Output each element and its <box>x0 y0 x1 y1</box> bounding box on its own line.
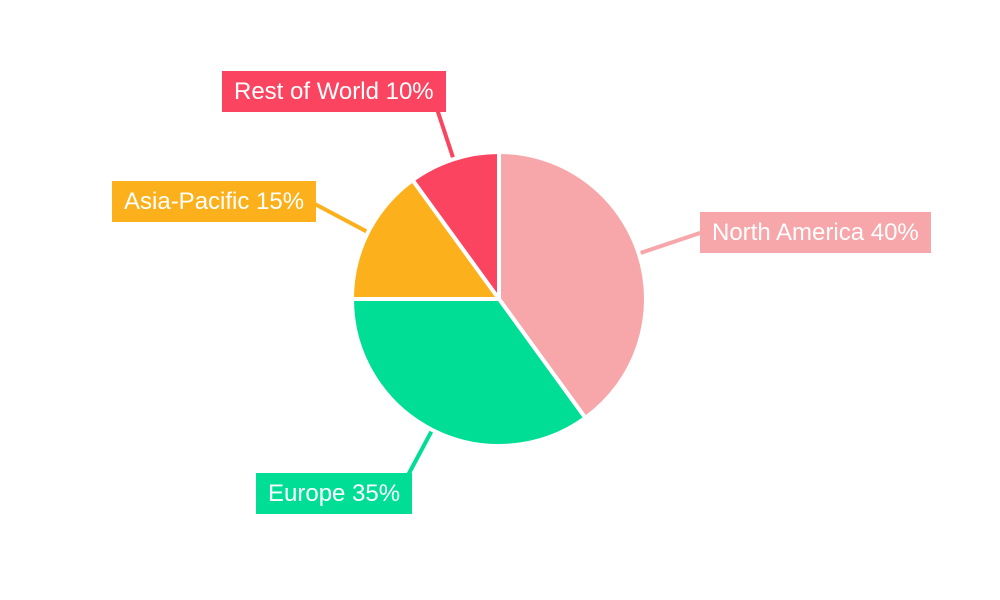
leader-line-asia-pacific <box>311 201 372 236</box>
pie-slice-europe[interactable] <box>350 297 588 448</box>
pie-slice-asia-pacific[interactable] <box>350 178 501 301</box>
label-north-america: North America 40% <box>700 212 931 253</box>
label-asia-pacific: Asia-Pacific 15% <box>112 181 317 222</box>
pie-slice-rest-of-world[interactable] <box>410 150 501 301</box>
leader-line-europe <box>405 426 436 479</box>
pie-slice-north-america[interactable] <box>497 150 648 420</box>
label-europe: Europe 35% <box>256 473 413 514</box>
label-rest-of-world: Rest of World 10% <box>222 71 446 112</box>
leader-line-rest-of-world <box>436 110 457 164</box>
leader-line-north-america <box>634 231 702 257</box>
